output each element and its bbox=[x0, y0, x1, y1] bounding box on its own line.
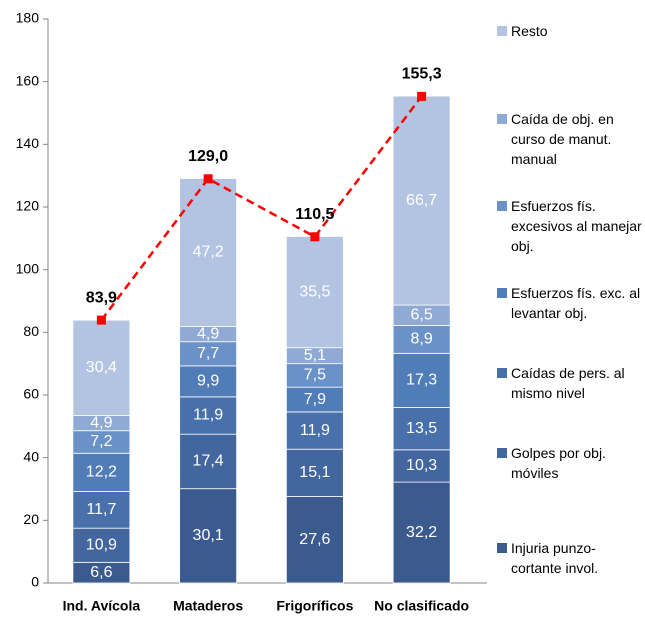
bar-segment bbox=[392, 449, 451, 483]
legend-item: Caídas de pers. al mismo nivel bbox=[497, 363, 642, 403]
y-tick-label: 140 bbox=[16, 135, 40, 151]
legend-label: Esfuerzos fís. excesivos al manejar obj. bbox=[511, 198, 642, 254]
value-label: 17,3 bbox=[406, 372, 437, 389]
x-tick-label: Ind. Avícola bbox=[63, 598, 141, 614]
bar-segment bbox=[392, 481, 451, 584]
value-label: 12,2 bbox=[86, 464, 117, 481]
bar-segment bbox=[285, 386, 344, 413]
value-label: 6,5 bbox=[411, 306, 433, 323]
legend-swatch bbox=[497, 26, 507, 36]
bar-segment bbox=[179, 365, 238, 398]
total-marker bbox=[310, 232, 320, 242]
total-marker bbox=[203, 174, 213, 184]
value-label: 4,9 bbox=[197, 325, 219, 342]
value-label: 4,9 bbox=[90, 414, 112, 431]
legend-swatch bbox=[497, 448, 507, 458]
legend-item: Esfuerzos fís. exc. al levantar obj. bbox=[497, 283, 642, 323]
y-tick-label: 80 bbox=[23, 323, 39, 339]
legend-swatch bbox=[497, 114, 507, 124]
y-tick-label: 100 bbox=[16, 260, 40, 276]
x-tick-label: No clasificado bbox=[374, 598, 469, 614]
legend-swatch bbox=[497, 201, 507, 211]
total-marker bbox=[417, 91, 427, 101]
bar-segment bbox=[285, 496, 344, 584]
bar-segment bbox=[285, 448, 344, 497]
value-label: 7,2 bbox=[90, 433, 112, 450]
value-label: 66,7 bbox=[406, 192, 437, 209]
bar-segment bbox=[392, 352, 451, 408]
value-label: 35,5 bbox=[299, 283, 330, 300]
bar-segment bbox=[72, 452, 131, 492]
bar-segment bbox=[72, 491, 131, 529]
value-label: 32,2 bbox=[406, 524, 437, 541]
value-label: 27,6 bbox=[299, 531, 330, 548]
x-tick-label: Mataderos bbox=[173, 598, 243, 614]
bar-segment bbox=[179, 341, 238, 367]
bar-segment bbox=[179, 396, 238, 435]
value-label: 9,9 bbox=[197, 373, 219, 390]
total-label: 110,5 bbox=[295, 206, 334, 223]
y-tick-label: 160 bbox=[16, 72, 40, 88]
value-label: 47,2 bbox=[193, 244, 224, 261]
value-label: 30,4 bbox=[86, 359, 117, 376]
total-label: 129,0 bbox=[188, 148, 228, 165]
value-label: 10,3 bbox=[406, 457, 437, 474]
bar-segment bbox=[392, 407, 451, 451]
total-marker bbox=[96, 315, 106, 325]
y-tick-label: 40 bbox=[23, 448, 39, 464]
legend-item: Caída de obj. en curso de manut. manual bbox=[497, 109, 642, 169]
bar-segment bbox=[179, 433, 238, 490]
legend-swatch bbox=[497, 288, 507, 298]
y-tick-label: 60 bbox=[23, 386, 39, 402]
total-line bbox=[100, 95, 423, 321]
value-label: 5,1 bbox=[304, 347, 326, 364]
bar-segment bbox=[285, 411, 344, 450]
legend-label: Resto bbox=[511, 23, 548, 39]
total-label: 155,3 bbox=[402, 66, 442, 83]
value-label: 7,5 bbox=[304, 367, 326, 384]
value-label: 15,1 bbox=[299, 464, 330, 481]
bar-segment bbox=[392, 95, 451, 306]
legend-item: Resto bbox=[497, 21, 642, 41]
legend-item: Injuria punzo-cortante invol. bbox=[497, 538, 642, 578]
legend-label: Caída de obj. en curso de manut. manual bbox=[511, 111, 614, 167]
value-label: 17,4 bbox=[193, 453, 224, 470]
legend-swatch bbox=[497, 543, 507, 553]
value-label: 11,9 bbox=[300, 422, 330, 439]
legend-swatch bbox=[497, 368, 507, 378]
value-label: 10,9 bbox=[86, 536, 117, 553]
legend-label: Esfuerzos fís. exc. al levantar obj. bbox=[511, 285, 641, 321]
value-label: 13,5 bbox=[406, 420, 437, 437]
bar-segment bbox=[72, 527, 131, 563]
bar-segment bbox=[72, 319, 131, 416]
legend-label: Golpes por obj. móviles bbox=[511, 445, 606, 481]
value-label: 11,9 bbox=[193, 407, 223, 424]
legend-label: Injuria punzo-cortante invol. bbox=[511, 540, 599, 576]
y-tick-label: 120 bbox=[16, 198, 40, 214]
x-tick-label: Frigoríficos bbox=[276, 598, 353, 614]
bar-segment bbox=[392, 325, 451, 354]
value-label: 11,7 bbox=[86, 501, 116, 518]
legend-item: Esfuerzos fís. excesivos al manejar obj. bbox=[497, 196, 642, 256]
value-label: 7,9 bbox=[304, 391, 326, 408]
value-label: 30,1 bbox=[193, 527, 224, 544]
y-tick-label: 0 bbox=[31, 574, 39, 590]
legend-item: Golpes por obj. móviles bbox=[497, 443, 642, 483]
value-label: 7,7 bbox=[197, 345, 219, 362]
y-tick-label: 180 bbox=[16, 10, 40, 26]
value-label: 8,9 bbox=[411, 331, 433, 348]
bar-segment bbox=[285, 236, 344, 349]
y-tick-label: 20 bbox=[23, 511, 39, 527]
value-label: 6,6 bbox=[90, 564, 112, 581]
total-label: 83,9 bbox=[86, 289, 117, 306]
legend-label: Caídas de pers. al mismo nivel bbox=[511, 365, 625, 401]
bar-segment bbox=[179, 488, 238, 584]
